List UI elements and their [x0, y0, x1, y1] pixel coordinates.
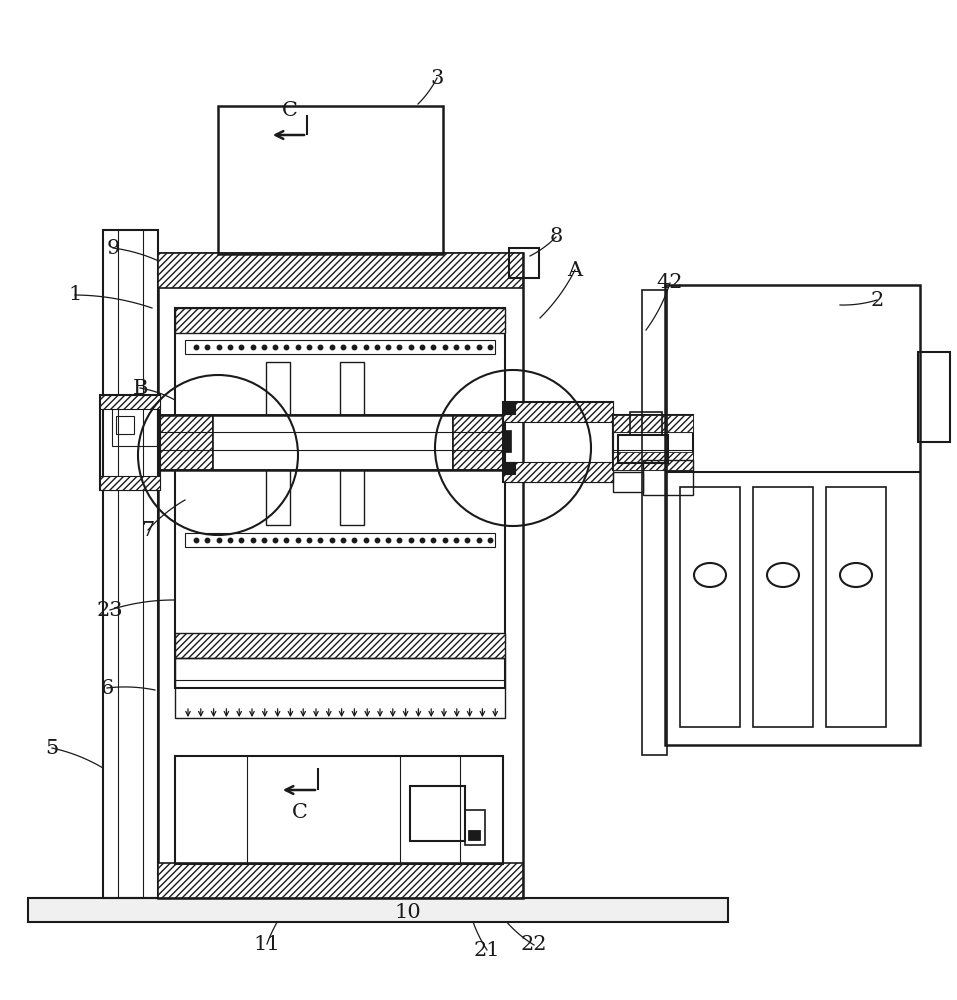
Bar	[503, 462, 515, 474]
Bar	[175, 308, 505, 333]
Bar	[613, 452, 693, 470]
Text: B: B	[132, 378, 147, 397]
Text: C: C	[292, 802, 308, 822]
Bar	[642, 290, 667, 755]
Text: 42: 42	[657, 273, 683, 292]
Bar	[158, 253, 523, 288]
Bar	[112, 408, 157, 446]
Bar	[100, 395, 160, 409]
Text: 9: 9	[106, 238, 120, 257]
Text: 7: 7	[142, 520, 155, 540]
Bar	[613, 415, 693, 470]
Bar	[175, 658, 505, 718]
Bar	[453, 415, 503, 470]
Bar	[175, 308, 505, 688]
Bar	[753, 487, 813, 727]
Text: 11: 11	[254, 934, 280, 954]
Text: C: C	[282, 101, 298, 119]
Bar	[213, 415, 453, 470]
Bar	[266, 460, 290, 525]
Bar	[503, 430, 511, 452]
Bar	[175, 633, 505, 658]
Bar	[266, 362, 290, 427]
Bar	[218, 106, 443, 254]
Bar	[158, 415, 503, 470]
Bar	[826, 487, 886, 727]
Text: 1: 1	[68, 286, 81, 304]
Text: 6: 6	[100, 678, 114, 698]
Text: 10: 10	[394, 902, 421, 922]
Text: 3: 3	[431, 68, 444, 88]
Bar	[665, 285, 920, 745]
Bar	[618, 435, 668, 463]
Bar	[613, 472, 643, 492]
Bar	[158, 415, 213, 470]
Text: 5: 5	[45, 738, 58, 758]
Text: 22: 22	[521, 936, 547, 954]
Bar	[503, 462, 613, 482]
Text: 21: 21	[474, 940, 501, 960]
Bar	[340, 362, 364, 427]
Bar	[613, 415, 693, 432]
Bar	[503, 402, 515, 414]
Bar	[680, 487, 740, 727]
Bar	[643, 460, 693, 495]
Text: 23: 23	[97, 600, 123, 619]
Text: A: A	[568, 260, 583, 279]
Bar	[410, 786, 465, 841]
Bar	[465, 810, 485, 845]
Bar	[630, 412, 662, 435]
Bar	[100, 395, 160, 490]
Bar	[28, 898, 728, 922]
Bar	[509, 248, 539, 278]
Bar	[158, 253, 523, 898]
Bar	[185, 340, 495, 354]
Bar	[503, 402, 613, 422]
Bar	[468, 830, 480, 840]
Bar	[103, 230, 158, 898]
Bar	[503, 402, 613, 482]
Bar	[116, 416, 134, 434]
Text: 2: 2	[870, 290, 883, 310]
Bar	[918, 352, 950, 442]
Bar	[175, 756, 503, 864]
Text: 8: 8	[549, 228, 563, 246]
Bar	[340, 460, 364, 525]
Bar	[185, 533, 495, 547]
Bar	[100, 476, 160, 490]
Bar	[158, 863, 523, 898]
